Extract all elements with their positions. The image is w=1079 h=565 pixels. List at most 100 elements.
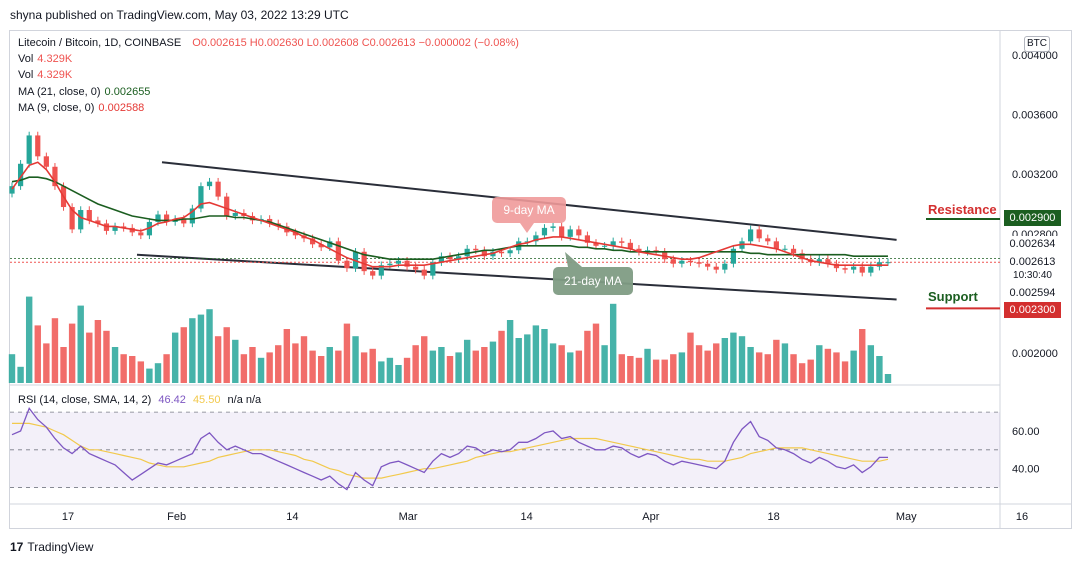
candle-body bbox=[198, 186, 204, 209]
candle-body bbox=[9, 186, 15, 194]
candle-body bbox=[378, 265, 384, 276]
time-tick-label: 17 bbox=[62, 511, 74, 523]
candle-body bbox=[730, 248, 737, 264]
rsi-tick-label: 60.00 bbox=[1012, 426, 1040, 438]
volume-bar bbox=[360, 352, 368, 383]
candle-body bbox=[627, 242, 633, 249]
candle-body bbox=[541, 227, 548, 236]
volume-bar bbox=[421, 336, 428, 383]
time-tick-label: Mar bbox=[399, 511, 418, 523]
volume-bar bbox=[687, 332, 694, 383]
volume-bar bbox=[824, 348, 832, 383]
rsi-value: 46.42 bbox=[158, 394, 186, 406]
candle-body bbox=[567, 229, 573, 237]
volume-bar bbox=[704, 350, 711, 383]
volume-bar bbox=[249, 347, 256, 383]
volume-bar bbox=[798, 363, 806, 383]
volume-bar bbox=[807, 359, 814, 383]
candle-body bbox=[387, 263, 393, 266]
ma9-callout-pointer bbox=[520, 223, 534, 233]
currency-button[interactable]: BTC bbox=[1024, 36, 1050, 52]
candle-body bbox=[413, 266, 419, 270]
volume-bar bbox=[481, 347, 488, 383]
candle-body bbox=[327, 241, 333, 248]
volume-bar bbox=[25, 296, 33, 383]
candle-body bbox=[189, 208, 195, 224]
candle-body bbox=[790, 248, 797, 254]
volume-bar bbox=[446, 356, 454, 383]
volume-bar bbox=[171, 332, 179, 383]
candle-body bbox=[361, 251, 367, 272]
candle-body bbox=[112, 226, 118, 231]
support-price-label: 0.002300 bbox=[1004, 302, 1061, 318]
volume-bar bbox=[876, 356, 883, 383]
candle-body bbox=[533, 235, 539, 242]
candle-body bbox=[670, 259, 676, 264]
volume-bar bbox=[532, 325, 540, 383]
time-tick-label: Apr bbox=[642, 511, 659, 523]
candle-body bbox=[601, 245, 608, 247]
volume-bar bbox=[721, 338, 729, 383]
time-tick-label: Feb bbox=[167, 511, 186, 523]
volume-bar bbox=[438, 347, 445, 383]
candle-body bbox=[756, 229, 762, 239]
volume-bar bbox=[395, 365, 402, 383]
volume-bar bbox=[498, 330, 505, 383]
volume-bar bbox=[738, 336, 746, 383]
rsi-line bbox=[11, 406, 888, 491]
symbol-title[interactable]: Litecoin / Bitcoin, 1D, COINBASE bbox=[18, 37, 182, 49]
volume-bar bbox=[524, 334, 531, 383]
ma21-line bbox=[11, 176, 888, 261]
countdown-label: 10:30:40 bbox=[1004, 268, 1061, 284]
candle-body bbox=[713, 266, 719, 270]
volume-bar bbox=[816, 345, 823, 383]
candle-body bbox=[35, 135, 41, 157]
vol-label: Vol bbox=[18, 69, 34, 81]
volume-bar bbox=[189, 318, 196, 383]
volume-bar bbox=[567, 352, 574, 383]
candle-body bbox=[584, 235, 591, 243]
candle-body bbox=[782, 248, 788, 250]
candle-body bbox=[885, 262, 891, 264]
candle-body bbox=[636, 248, 642, 252]
candle-body bbox=[550, 226, 556, 228]
volume-bar bbox=[206, 309, 213, 383]
tradingview-logo[interactable]: 17 bbox=[10, 540, 24, 554]
volume-bar bbox=[661, 359, 668, 383]
candle-body bbox=[816, 259, 822, 263]
volume-bar bbox=[369, 348, 376, 383]
candle-body bbox=[722, 263, 728, 270]
volume-bar bbox=[17, 366, 24, 383]
volume-bar bbox=[558, 345, 565, 383]
ma9-price-label: 0.002594 bbox=[1004, 285, 1061, 301]
ma9-callout-text: 9-day MA bbox=[503, 203, 554, 217]
volume-bar bbox=[429, 350, 437, 383]
vol-label: Vol bbox=[18, 53, 34, 65]
ohlc-values: O0.002615 H0.002630 L0.002608 C0.002613 … bbox=[192, 37, 519, 49]
candle-body bbox=[447, 256, 453, 260]
candle-body bbox=[78, 210, 84, 230]
time-tick-label: 18 bbox=[767, 511, 779, 523]
candle-body bbox=[318, 244, 324, 248]
volume-bar bbox=[472, 350, 479, 383]
volume-bar bbox=[283, 329, 291, 383]
volume-bar bbox=[34, 325, 41, 383]
candle-body bbox=[842, 268, 848, 270]
ma21-price-label: 0.002634 bbox=[1004, 236, 1061, 252]
price-tick-label: 0.004000 bbox=[1012, 50, 1058, 62]
candle-body bbox=[687, 260, 694, 263]
publish-header: shyna published on TradingView.com, May … bbox=[10, 8, 349, 22]
candle-body bbox=[507, 250, 513, 254]
volume-bar bbox=[755, 352, 763, 383]
volume-bar bbox=[163, 354, 170, 383]
volume-bar bbox=[111, 347, 119, 383]
volume-bar bbox=[214, 336, 222, 383]
candle-body bbox=[610, 241, 616, 246]
legend-ma21: MA (21, close, 0) 0.002655 bbox=[18, 86, 150, 98]
volume-bar bbox=[541, 329, 548, 383]
candle-body bbox=[224, 196, 230, 216]
rsi-sma-value: 45.50 bbox=[192, 394, 221, 406]
volume-bar bbox=[343, 323, 351, 383]
candle-body bbox=[473, 248, 479, 251]
